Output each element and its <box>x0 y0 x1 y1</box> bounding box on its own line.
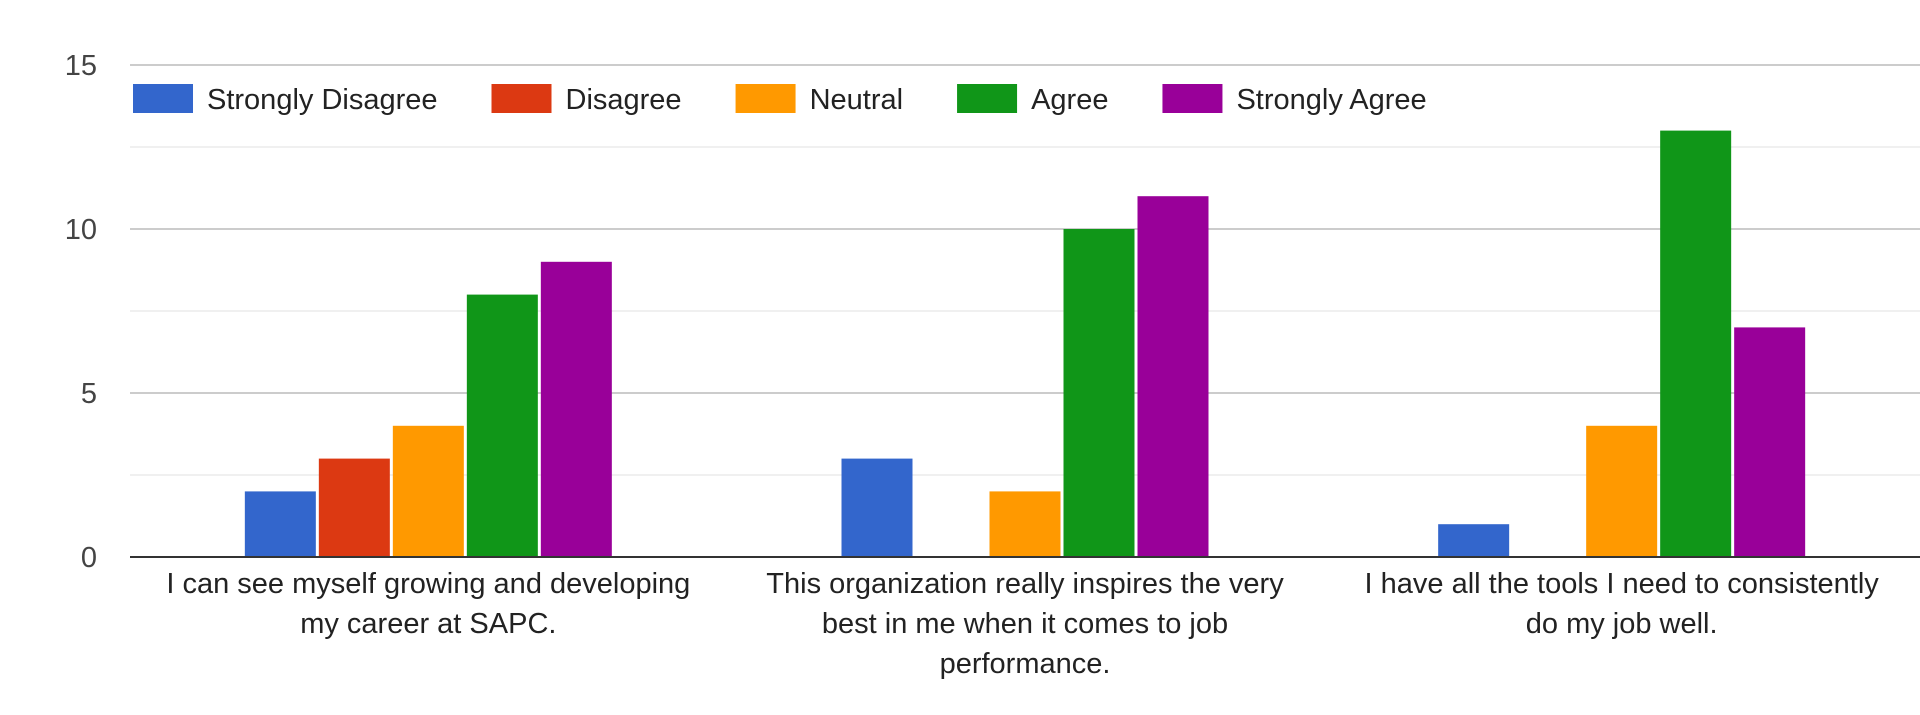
legend-label: Agree <box>1031 84 1108 116</box>
bars <box>244 130 1806 557</box>
y-axis-ticks: 0 5 10 15 <box>65 50 97 574</box>
y-tick-label: 5 <box>81 378 97 410</box>
bar-strongly-disagree <box>244 491 316 557</box>
y-tick-label: 0 <box>81 542 97 574</box>
legend-label: Neutral <box>810 84 904 116</box>
legend-item: Strongly Disagree <box>133 84 438 116</box>
legend-item: Agree <box>957 84 1108 116</box>
bar-disagree <box>318 458 390 557</box>
legend-swatch <box>1162 84 1223 113</box>
bar-neutral <box>989 491 1061 557</box>
legend-item: Disagree <box>491 84 682 116</box>
x-category-label: I can see myself growing and developing m… <box>166 568 690 640</box>
bar-agree <box>1660 130 1732 557</box>
legend-swatch <box>957 84 1018 113</box>
legend-swatch <box>735 84 796 113</box>
legend-item: Neutral <box>735 84 904 116</box>
legend-label: Strongly Disagree <box>207 84 438 116</box>
legend-label: Disagree <box>566 84 682 116</box>
bar-neutral <box>392 425 464 557</box>
legend-item: Strongly Agree <box>1162 84 1427 116</box>
y-tick-label: 10 <box>65 214 97 246</box>
legend-swatch <box>491 84 552 113</box>
x-category-label: I have all the tools I need to consisten… <box>1365 568 1880 640</box>
legend: Strongly Disagree Disagree Neutral Agree Str… <box>133 84 1427 116</box>
bar-neutral <box>1586 425 1658 557</box>
bar-agree <box>1063 229 1135 557</box>
legend-label: Strongly Agree <box>1236 84 1426 116</box>
bar-strongly-agree <box>1137 196 1209 557</box>
bar-agree <box>466 294 538 557</box>
legend-swatch <box>133 84 193 113</box>
grid-lines <box>130 64 1920 476</box>
x-axis-labels: I can see myself growing and developing m… <box>166 568 1879 680</box>
bar-strongly-agree <box>1734 327 1806 557</box>
bar-strongly-agree <box>540 261 612 557</box>
x-category-label: This organization really inspires the ve… <box>766 568 1284 680</box>
bar-strongly-disagree <box>1438 524 1510 557</box>
y-tick-label: 15 <box>65 50 97 82</box>
bar-strongly-disagree <box>841 458 913 557</box>
